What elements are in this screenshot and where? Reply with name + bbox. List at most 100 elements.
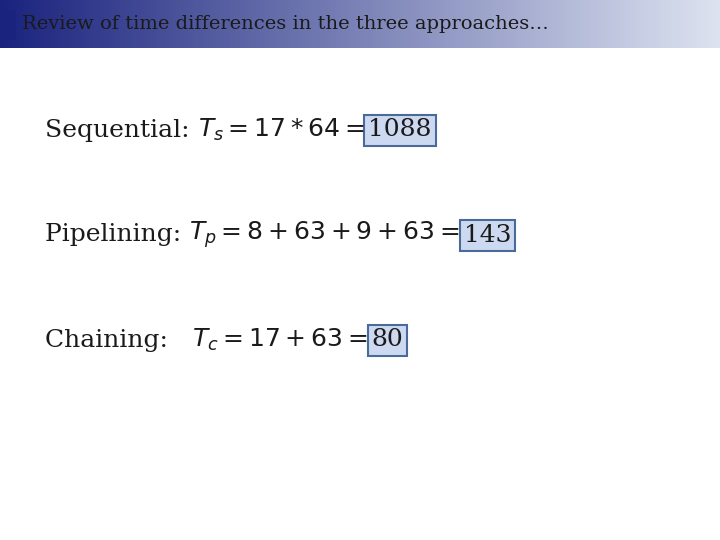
Bar bbox=[295, 0, 299, 48]
Bar bbox=[198, 0, 202, 48]
Bar bbox=[122, 0, 126, 48]
Bar bbox=[238, 0, 241, 48]
Bar bbox=[630, 0, 634, 48]
Bar bbox=[364, 0, 367, 48]
Bar bbox=[140, 0, 144, 48]
Text: Chaining:: Chaining: bbox=[45, 328, 192, 352]
Bar bbox=[119, 0, 122, 48]
Bar bbox=[166, 0, 169, 48]
Bar bbox=[425, 0, 428, 48]
Bar bbox=[691, 0, 695, 48]
Bar bbox=[61, 0, 65, 48]
Bar bbox=[652, 0, 655, 48]
Bar bbox=[223, 0, 227, 48]
Bar bbox=[706, 0, 709, 48]
Bar bbox=[655, 0, 659, 48]
Bar bbox=[677, 0, 680, 48]
Bar bbox=[479, 0, 482, 48]
Bar bbox=[356, 0, 360, 48]
Bar bbox=[97, 0, 101, 48]
Bar bbox=[634, 0, 637, 48]
Bar bbox=[515, 0, 518, 48]
Bar bbox=[22, 0, 25, 48]
Bar bbox=[101, 0, 104, 48]
Bar bbox=[464, 0, 468, 48]
Bar bbox=[695, 0, 698, 48]
Bar bbox=[421, 0, 425, 48]
Bar bbox=[493, 0, 497, 48]
Bar bbox=[277, 0, 281, 48]
Bar bbox=[454, 0, 457, 48]
Bar bbox=[205, 0, 209, 48]
Bar bbox=[601, 0, 605, 48]
Bar bbox=[306, 0, 310, 48]
Bar bbox=[605, 0, 608, 48]
Bar bbox=[349, 0, 353, 48]
Bar bbox=[43, 0, 47, 48]
Bar bbox=[284, 0, 288, 48]
Bar bbox=[565, 0, 569, 48]
Bar bbox=[414, 0, 418, 48]
Bar bbox=[436, 0, 439, 48]
Bar bbox=[540, 0, 544, 48]
Bar bbox=[220, 0, 223, 48]
Bar bbox=[490, 0, 493, 48]
Bar bbox=[104, 0, 108, 48]
Bar bbox=[230, 0, 234, 48]
Bar bbox=[688, 0, 691, 48]
Bar bbox=[317, 0, 320, 48]
Bar bbox=[245, 0, 248, 48]
Text: 143: 143 bbox=[464, 224, 511, 246]
Bar bbox=[497, 0, 500, 48]
Text: $T_p = 8 + 63 + 9 + 63 = $: $T_p = 8 + 63 + 9 + 63 = $ bbox=[189, 220, 459, 251]
Bar bbox=[428, 0, 432, 48]
Bar bbox=[716, 0, 720, 48]
Text: Review of time differences in the three approaches…: Review of time differences in the three … bbox=[22, 15, 549, 33]
Bar bbox=[126, 0, 130, 48]
Bar bbox=[40, 0, 43, 48]
Bar bbox=[662, 0, 666, 48]
Bar bbox=[626, 0, 630, 48]
Bar bbox=[176, 0, 180, 48]
Bar bbox=[504, 0, 508, 48]
Bar bbox=[68, 0, 72, 48]
Bar bbox=[533, 0, 536, 48]
Bar bbox=[313, 0, 317, 48]
Bar bbox=[112, 0, 115, 48]
Bar bbox=[526, 0, 529, 48]
Bar bbox=[536, 0, 540, 48]
Bar bbox=[612, 0, 616, 48]
Bar bbox=[446, 0, 450, 48]
Bar bbox=[544, 0, 547, 48]
Bar bbox=[616, 0, 619, 48]
Bar bbox=[529, 0, 533, 48]
Bar bbox=[158, 0, 162, 48]
Bar bbox=[241, 0, 245, 48]
Bar bbox=[371, 0, 374, 48]
Bar bbox=[130, 0, 133, 48]
Bar bbox=[346, 0, 349, 48]
Bar bbox=[680, 0, 684, 48]
Text: 1088: 1088 bbox=[369, 118, 432, 141]
Bar bbox=[598, 0, 601, 48]
Bar bbox=[50, 0, 54, 48]
Bar bbox=[274, 0, 277, 48]
Text: 80: 80 bbox=[372, 328, 403, 352]
Bar bbox=[331, 0, 335, 48]
Bar bbox=[248, 0, 252, 48]
Bar bbox=[234, 0, 238, 48]
Bar bbox=[29, 0, 32, 48]
Bar bbox=[72, 0, 76, 48]
Bar bbox=[209, 0, 212, 48]
Bar bbox=[418, 0, 421, 48]
Bar bbox=[547, 0, 551, 48]
Bar bbox=[360, 0, 364, 48]
Bar bbox=[270, 0, 274, 48]
Bar bbox=[382, 0, 385, 48]
Bar bbox=[367, 0, 371, 48]
Bar bbox=[212, 0, 216, 48]
Bar bbox=[590, 0, 594, 48]
Bar bbox=[637, 0, 641, 48]
Bar bbox=[396, 0, 400, 48]
Bar bbox=[324, 0, 328, 48]
